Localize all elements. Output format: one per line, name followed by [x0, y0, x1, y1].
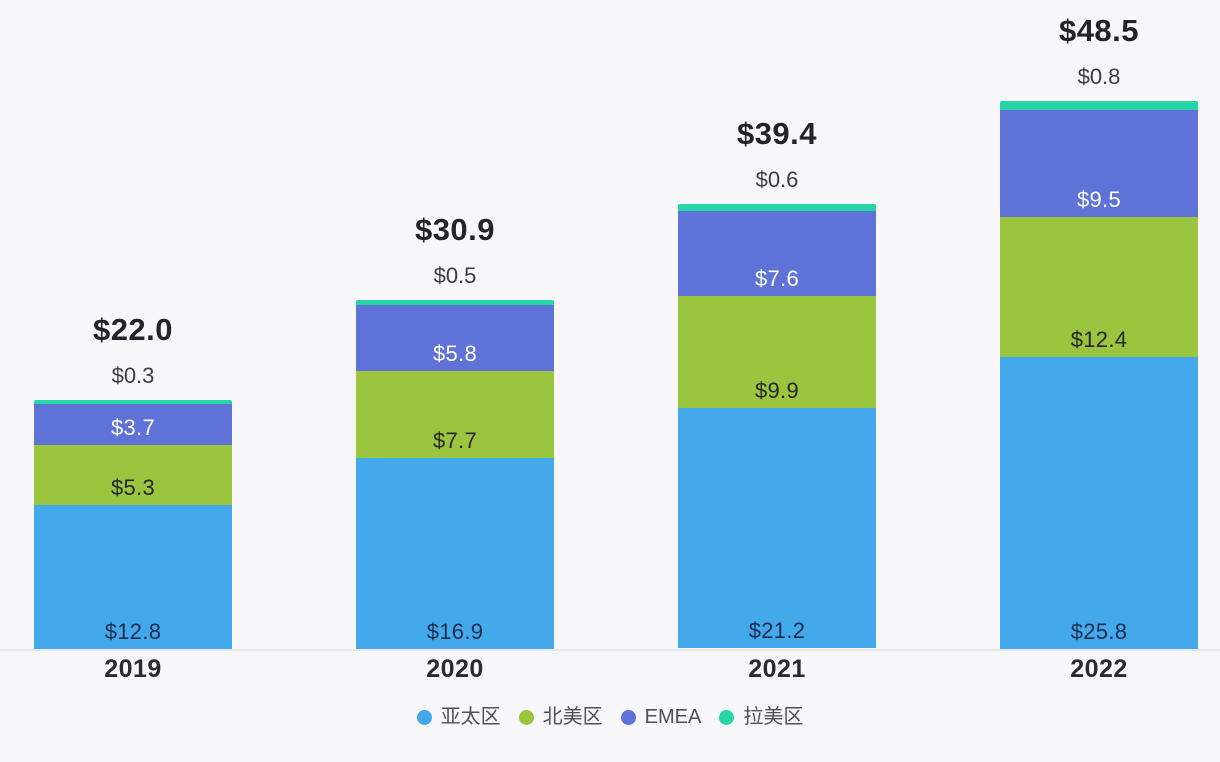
segment-value-emea-2019: $3.7	[110, 415, 156, 441]
segment-value-apac-2021: $21.2	[748, 617, 806, 643]
x-axis-label-2019: 2019	[104, 655, 162, 683]
segment-value-apac-2022: $25.8	[1070, 618, 1128, 644]
bar-above-value-2021: $0.6	[755, 166, 799, 192]
bar-segment-emea-2021: $7.6	[678, 210, 876, 297]
bar-total-label-2020: $30.9	[414, 211, 496, 247]
bar-group-2020: $30.9 $0.5 $5.8 $7.7 $16.9 2020	[356, 213, 554, 682]
bar-total-label-2022: $48.5	[1058, 12, 1140, 48]
bar-segment-latam-2021	[678, 203, 876, 211]
bar-segment-north-america-2020: $7.7	[356, 371, 554, 459]
bar-group-2022: $48.5 $0.8 $9.5 $12.4 $25.8 2022	[1000, 14, 1198, 682]
bar-segment-emea-2019: $3.7	[34, 403, 232, 446]
x-axis-label-2022: 2022	[1070, 655, 1128, 683]
bar-segment-north-america-2019: $5.3	[34, 445, 232, 505]
segment-value-emea-2022: $9.5	[1076, 187, 1122, 213]
segment-value-emea-2020: $5.8	[432, 341, 478, 367]
segment-value-north-america-2021: $9.9	[754, 378, 800, 404]
bar-segment-north-america-2022: $12.4	[1000, 217, 1198, 358]
bar-segment-apac-2020: $16.9	[356, 458, 554, 649]
bar-group-2019: $22.0 $0.3 $3.7 $5.3 $12.8 2019	[34, 314, 232, 682]
segment-value-north-america-2022: $12.4	[1070, 327, 1128, 353]
bar-stack-2019: $3.7 $5.3 $12.8	[34, 400, 232, 649]
legend-item-latam: 拉美区	[719, 706, 803, 728]
legend-dot-icon-latam	[719, 709, 735, 725]
bar-stack-2020: $5.8 $7.7 $16.9	[356, 299, 554, 649]
segment-value-apac-2020: $16.9	[426, 618, 484, 644]
bar-segment-north-america-2021: $9.9	[678, 296, 876, 409]
x-axis-label-2020: 2020	[426, 655, 484, 683]
bar-segment-apac-2022: $25.8	[1000, 357, 1198, 649]
legend: 亚太区 北美区 EMEA 拉美区	[0, 706, 1220, 728]
bar-segment-latam-2020	[356, 299, 554, 306]
legend-item-emea: EMEA	[620, 706, 702, 728]
segment-value-apac-2019: $12.8	[104, 618, 162, 644]
segment-value-north-america-2019: $5.3	[110, 474, 156, 500]
legend-dot-icon-emea	[620, 709, 636, 725]
bar-segment-apac-2019: $12.8	[34, 504, 232, 649]
legend-label-emea: EMEA	[644, 706, 702, 728]
bar-segment-apac-2021: $21.2	[678, 408, 876, 648]
bar-segment-emea-2020: $5.8	[356, 305, 554, 372]
legend-dot-icon-north-america	[518, 709, 534, 725]
legend-label-north-america: 北美区	[542, 706, 603, 728]
bar-stack-2022: $9.5 $12.4 $25.8	[1000, 100, 1198, 649]
legend-label-latam: 拉美区	[743, 706, 804, 728]
segment-value-north-america-2020: $7.7	[432, 428, 478, 454]
bar-segment-latam-2022	[1000, 100, 1198, 110]
x-axis-line	[0, 649, 1220, 651]
x-axis-label-2021: 2021	[748, 655, 806, 683]
bar-segment-emea-2022: $9.5	[1000, 109, 1198, 218]
legend-item-north-america: 北美区	[518, 706, 603, 728]
legend-label-apac: 亚太区	[440, 706, 501, 728]
bar-group-2021: $39.4 $0.6 $7.6 $9.9 $21.2 2021	[678, 117, 876, 682]
bar-segment-latam-2019	[34, 400, 232, 404]
bar-total-label-2021: $39.4	[736, 115, 818, 151]
bar-stack-2021: $7.6 $9.9 $21.2	[678, 203, 876, 649]
segment-value-emea-2021: $7.6	[754, 266, 800, 292]
bar-above-value-2020: $0.5	[433, 262, 477, 288]
bar-above-value-2022: $0.8	[1077, 63, 1121, 89]
bar-total-label-2019: $22.0	[92, 312, 174, 348]
bar-above-value-2019: $0.3	[111, 363, 155, 389]
legend-item-apac: 亚太区	[416, 706, 501, 728]
legend-dot-icon-apac	[416, 709, 432, 725]
